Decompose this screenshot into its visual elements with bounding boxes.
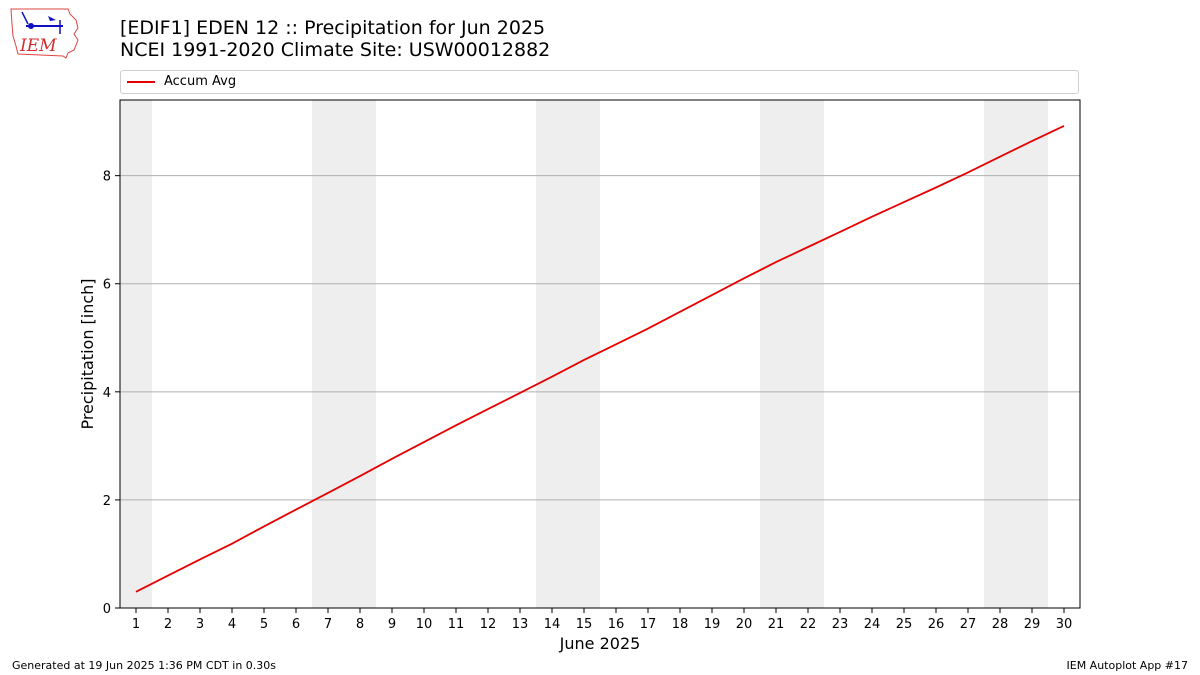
legend-label-accum-avg: Accum Avg <box>164 74 237 89</box>
logo-text: IEM <box>19 36 57 56</box>
weekend-shade-day-29 <box>1016 100 1048 608</box>
x-tick-label-8: 8 <box>356 617 364 632</box>
weekend-shade-day-14 <box>536 100 568 608</box>
x-tick-label-17: 17 <box>640 617 657 632</box>
x-tick-label-16: 16 <box>608 617 625 632</box>
app-label: IEM Autoplot App #17 <box>1066 659 1189 672</box>
x-tick-label-4: 4 <box>228 617 236 632</box>
chart-title-line1: [EDIF1] EDEN 12 :: Precipitation for Jun… <box>120 17 546 39</box>
chart-title: [EDIF1] EDEN 12 :: Precipitation for Jun… <box>120 17 550 61</box>
x-tick-label-22: 22 <box>800 617 817 632</box>
x-tick-label-24: 24 <box>864 617 881 632</box>
x-tick-label-9: 9 <box>388 617 396 632</box>
x-tick-label-23: 23 <box>832 617 849 632</box>
x-tick-label-20: 20 <box>736 617 753 632</box>
x-tick-label-2: 2 <box>164 617 172 632</box>
legend-swatch-accum-avg <box>127 81 155 83</box>
x-tick-label-29: 29 <box>1024 617 1041 632</box>
weekend-shade-day-8 <box>344 100 376 608</box>
weekend-shade-day-28 <box>984 100 1016 608</box>
x-tick-label-12: 12 <box>480 617 497 632</box>
y-tick-label-6: 6 <box>103 278 111 293</box>
x-tick-label-28: 28 <box>992 617 1009 632</box>
x-tick-label-18: 18 <box>672 617 689 632</box>
weekend-shade-day-1 <box>120 100 152 608</box>
x-tick-label-19: 19 <box>704 617 721 632</box>
plot-frame <box>119 99 1081 609</box>
chart-title-line2: NCEI 1991-2020 Climate Site: USW00012882 <box>120 39 551 61</box>
series-line-accum-avg <box>135 125 1065 593</box>
x-tick-label-7: 7 <box>324 617 332 632</box>
x-tick-label-30: 30 <box>1056 617 1073 632</box>
x-tick-label-27: 27 <box>960 617 977 632</box>
weekend-shade-day-22 <box>792 100 824 608</box>
x-tick-label-13: 13 <box>512 617 529 632</box>
x-tick-label-1: 1 <box>132 617 140 632</box>
x-tick-label-6: 6 <box>292 617 300 632</box>
weekend-shade-day-7 <box>312 100 344 608</box>
x-tick-label-15: 15 <box>576 617 593 632</box>
x-tick-label-25: 25 <box>896 617 913 632</box>
chart-legend: Accum Avg <box>120 70 1079 94</box>
x-tick-label-11: 11 <box>448 617 465 632</box>
weekend-shade-day-21 <box>760 100 792 608</box>
y-tick-label-2: 2 <box>103 494 111 509</box>
x-tick-label-10: 10 <box>416 617 433 632</box>
y-tick-label-0: 0 <box>103 602 111 617</box>
y-axis-label: Precipitation [inch] <box>78 278 97 429</box>
x-axis-label: June 2025 <box>559 634 641 653</box>
iem-logo: IEM <box>10 8 79 59</box>
x-tick-label-3: 3 <box>196 617 204 632</box>
x-tick-label-21: 21 <box>768 617 785 632</box>
x-tick-label-26: 26 <box>928 617 945 632</box>
y-tick-label-4: 4 <box>103 386 111 401</box>
x-tick-label-5: 5 <box>260 617 268 632</box>
x-tick-label-14: 14 <box>544 617 561 632</box>
y-tick-label-8: 8 <box>103 170 111 185</box>
generated-timestamp: Generated at 19 Jun 2025 1:36 PM CDT in … <box>12 659 277 672</box>
